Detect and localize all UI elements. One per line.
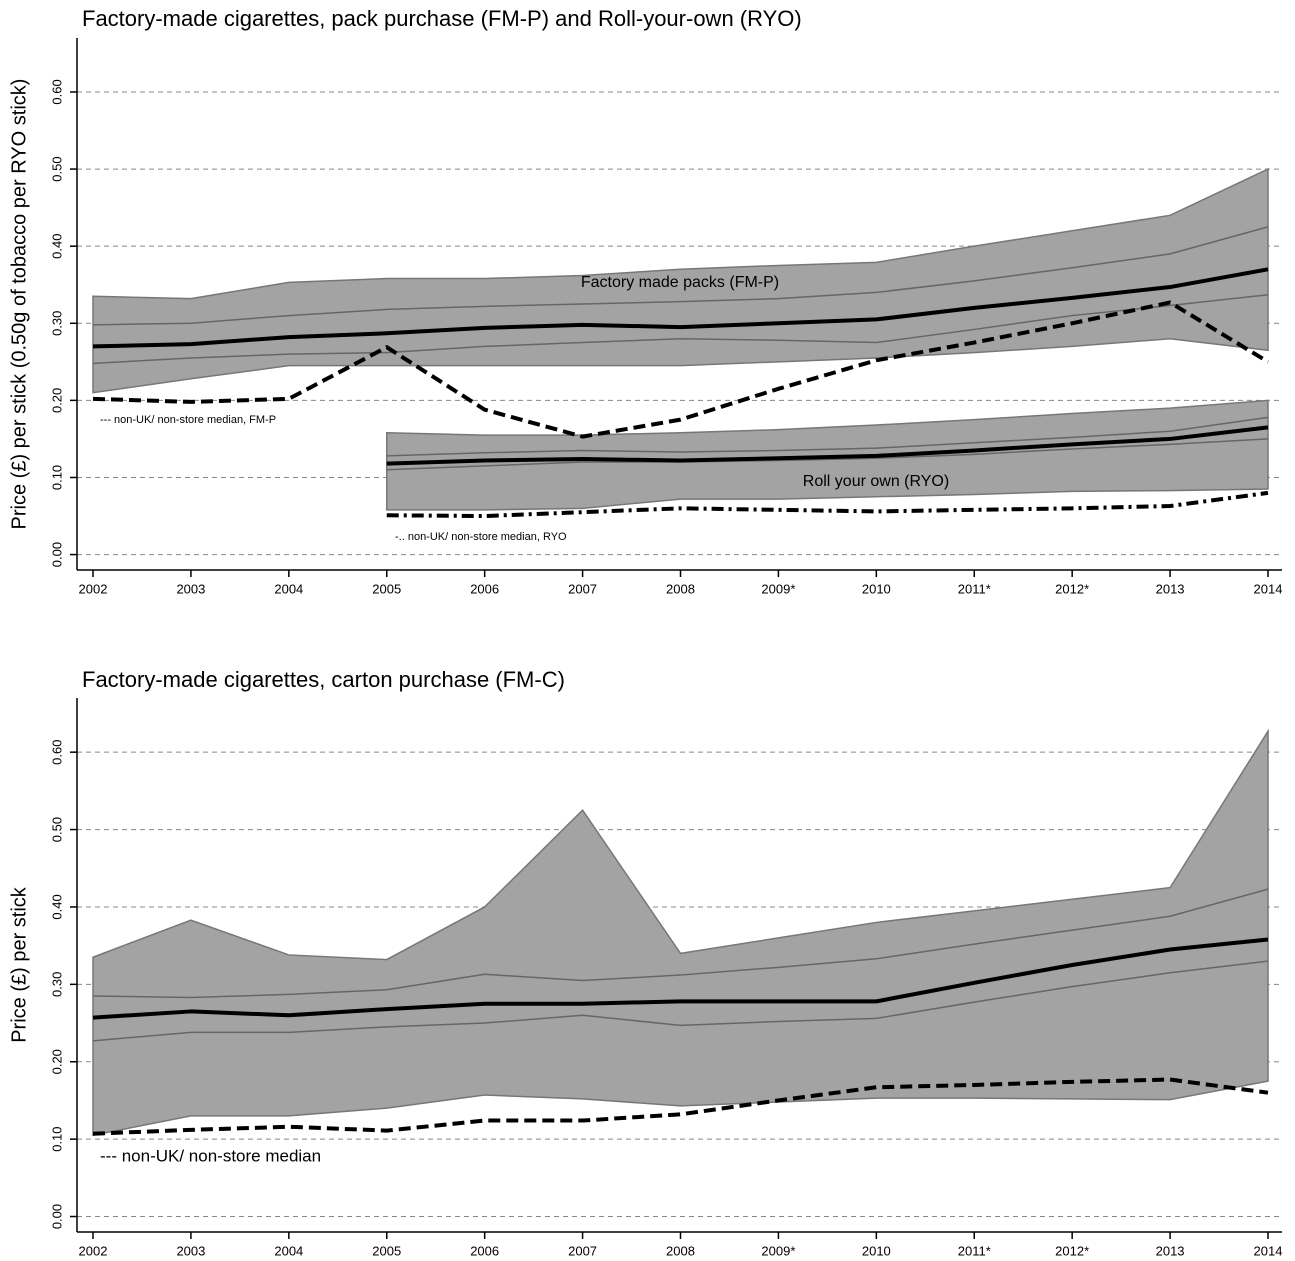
x-tick-label: 2008 bbox=[666, 1243, 695, 1258]
series-line bbox=[386, 490, 1269, 519]
series-line bbox=[386, 416, 1269, 457]
x-tick-label: 2010 bbox=[862, 1243, 891, 1258]
x-tick-label: 2003 bbox=[176, 1243, 205, 1258]
x-tick-label: 2008 bbox=[666, 581, 695, 596]
x-tick-label: 2007 bbox=[568, 581, 597, 596]
x-tick-label: 2014 bbox=[1254, 581, 1283, 596]
series-line bbox=[92, 300, 1270, 439]
series-line bbox=[92, 888, 1269, 999]
y-tick-label: 0.10 bbox=[49, 1126, 64, 1151]
x-tick-label: 2013 bbox=[1156, 1243, 1185, 1258]
x-tick-label: 2004 bbox=[274, 581, 303, 596]
annotation: -.. non-UK/ non-store median, RYO bbox=[395, 531, 567, 543]
annotation: --- non-UK/ non-store median, FM-P bbox=[100, 414, 276, 426]
x-tick-label: 2010 bbox=[862, 581, 891, 596]
y-tick-label: 0.60 bbox=[49, 79, 64, 104]
series-line bbox=[92, 267, 1269, 349]
x-tick-label: 2012* bbox=[1055, 1243, 1089, 1258]
y-tick-label: 0.20 bbox=[49, 388, 64, 413]
x-tick-label: 2005 bbox=[372, 581, 401, 596]
y-tick-label: 0.20 bbox=[49, 1049, 64, 1074]
y-tick-label: 0.10 bbox=[49, 465, 64, 490]
y-tick-label: 0.60 bbox=[49, 740, 64, 765]
annotation: --- non-UK/ non-store median bbox=[100, 1146, 321, 1165]
x-tick-label: 2014 bbox=[1254, 1243, 1283, 1258]
x-tick-label: 2005 bbox=[372, 1243, 401, 1258]
x-tick-label: 2002 bbox=[79, 1243, 108, 1258]
chart-title: Factory-made cigarettes, carton purchase… bbox=[82, 667, 565, 692]
x-tick-label: 2009* bbox=[761, 581, 795, 596]
y-tick-label: 0.30 bbox=[49, 972, 64, 997]
series-line bbox=[386, 438, 1269, 471]
y-tick-label: 0.30 bbox=[49, 311, 64, 336]
series-line bbox=[92, 937, 1269, 1020]
series-line bbox=[92, 1077, 1269, 1136]
x-tick-label: 2002 bbox=[79, 581, 108, 596]
series-line bbox=[92, 294, 1269, 365]
chart-title: Factory-made cigarettes, pack purchase (… bbox=[82, 6, 802, 31]
y-tick-label: 0.50 bbox=[49, 817, 64, 842]
y-axis-label: Price (£) per stick (0.50g of tobacco pe… bbox=[8, 79, 30, 530]
x-tick-label: 2011* bbox=[958, 581, 991, 596]
range-band bbox=[92, 728, 1269, 1137]
y-tick-label: 0.40 bbox=[49, 894, 64, 919]
y-tick-label: 0.00 bbox=[49, 1204, 64, 1229]
x-tick-label: 2003 bbox=[176, 581, 205, 596]
x-tick-label: 2007 bbox=[568, 1243, 597, 1258]
x-tick-label: 2011* bbox=[958, 1243, 991, 1258]
x-tick-label: 2004 bbox=[274, 1243, 303, 1258]
y-tick-label: 0.40 bbox=[49, 234, 64, 259]
x-tick-label: 2006 bbox=[470, 1243, 499, 1258]
y-tick-label: 0.50 bbox=[49, 156, 64, 181]
x-tick-label: 2012* bbox=[1055, 581, 1089, 596]
x-tick-label: 2006 bbox=[470, 581, 499, 596]
series-line bbox=[386, 425, 1269, 466]
annotation: Roll your own (RYO) bbox=[803, 473, 949, 490]
series-line bbox=[92, 226, 1269, 326]
annotation: Factory made packs (FM-P) bbox=[581, 274, 779, 291]
series-line bbox=[92, 960, 1269, 1042]
x-tick-label: 2013 bbox=[1156, 581, 1185, 596]
y-tick-label: 0.00 bbox=[49, 542, 64, 567]
y-axis-label: Price (£) per stick bbox=[8, 886, 30, 1043]
x-tick-label: 2009* bbox=[761, 1243, 795, 1258]
